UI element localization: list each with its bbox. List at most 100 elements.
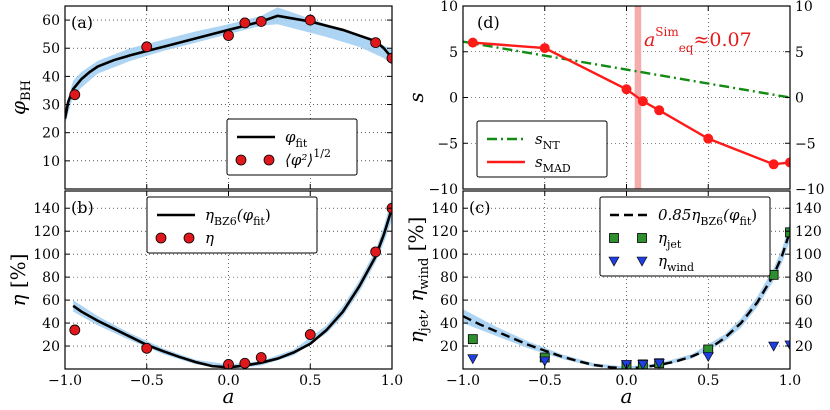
legend-label: ⟨φ²⟩1/2​ — [285, 147, 331, 169]
legend-label: η — [205, 229, 214, 247]
data-point-phi_rms — [304, 14, 316, 26]
y-tick-label: −10 — [428, 182, 458, 198]
y-tick-label: 80 — [42, 270, 60, 286]
data-point-s_MAD — [621, 84, 632, 95]
y-tick-label: 80 — [440, 270, 458, 286]
data-point-eta_wind — [467, 354, 479, 365]
y-tick-label-right: −5 — [795, 136, 816, 152]
legend-swatch — [608, 256, 620, 267]
legend-swatch — [609, 233, 619, 243]
y-tick-label: 60 — [42, 293, 60, 309]
panel-label: (d) — [477, 13, 500, 32]
y-tick-label: 100 — [33, 247, 60, 263]
plot-area-d — [463, 6, 790, 189]
x-tick-label: 0.0 — [217, 373, 239, 389]
panel-d: −10 −10 −5 −5 0 0 5 5 10 10 (d) s aSimeq≈0.07 sNT​sMA… — [404, 0, 825, 198]
data-point-eta_wind — [653, 358, 665, 369]
legend: ηBZ6​(φfit​)η — [146, 196, 318, 254]
y-tick-label-right: 5 — [795, 45, 804, 61]
y-tick-label: 60 — [42, 13, 60, 29]
data-point-eta_jet — [467, 334, 478, 345]
data-point-s_MAD — [539, 43, 550, 54]
y-axis-label: ηjet, ηwind [%] — [404, 217, 432, 344]
series-line-eta_bz6_085 — [463, 230, 790, 369]
data-point-eta — [141, 342, 153, 354]
series-line-phi_fit — [65, 14, 392, 119]
data-point-s_MAD — [703, 133, 714, 144]
panel-b: −1.0 −0.5 0.0 0.5 1.0 20 40 60 80 100 120 140 (b) a η … — [6, 190, 403, 408]
data-point-eta_wind — [637, 360, 649, 369]
data-point-eta — [239, 357, 251, 369]
legend-label: ηBZ6​(φfit​) — [205, 206, 271, 228]
y-tick-label: 50 — [42, 41, 60, 57]
x-tick-label: −1.0 — [446, 373, 480, 389]
x-tick-label: 0.0 — [615, 373, 637, 389]
y-axis-label: φBH — [6, 80, 34, 115]
y-tick-label: 0 — [449, 91, 458, 107]
data-point-eta — [255, 352, 267, 363]
y-tick-label: −5 — [437, 136, 458, 152]
legend-swatch — [183, 232, 195, 244]
aeq-annotation: aSimeq≈0.07 — [644, 25, 752, 55]
data-point-s_MAD — [654, 105, 665, 116]
panel-label: (b) — [71, 198, 94, 217]
legend-label: ηwind​ — [658, 252, 694, 274]
legend-box — [599, 196, 771, 277]
panel-label: (a) — [71, 13, 93, 32]
data-point-eta_wind — [784, 340, 790, 351]
legend-label: φfit​ — [285, 128, 308, 150]
y-tick-label: 100 — [431, 247, 458, 263]
y-tick-label: 60 — [440, 293, 458, 309]
y-tick-label: 20 — [440, 339, 458, 355]
y-tick-label-right: 120 — [795, 224, 822, 240]
x-tick-label: 1.0 — [381, 373, 403, 389]
data-point-eta_wind — [768, 341, 780, 352]
y-axis-label: η [%] — [6, 254, 30, 307]
y-tick-label-right: 100 — [795, 247, 822, 263]
y-tick-label: 140 — [431, 201, 458, 217]
data-point-eta — [69, 324, 81, 336]
y-tick-label-right: 20 — [795, 339, 813, 355]
data-point-phi_rms — [69, 89, 81, 101]
data-point-eta — [370, 246, 382, 258]
legend-swatch — [636, 256, 648, 267]
data-point-s_MAD — [467, 37, 478, 48]
data-point-s_MAD — [637, 96, 648, 107]
data-point-s_MAD — [785, 157, 790, 168]
data-point-phi_rms — [239, 17, 251, 29]
y-tick-label-right: 10 — [795, 0, 813, 15]
x-axis-label: a — [621, 384, 633, 408]
legend-label: 0.85ηBZ6​(φfit​) — [658, 206, 757, 228]
x-tick-label: 0.5 — [299, 373, 321, 389]
y-tick-label: 10 — [440, 0, 458, 15]
y-tick-label: 5 — [449, 45, 458, 61]
legend: 0.85ηBZ6​(φfit​)ηjet​ηwind​ — [599, 196, 771, 277]
x-tick-label: 1.0 — [779, 373, 801, 389]
data-point-phi_rms — [255, 16, 267, 27]
legend: sNT​sMAD​ — [476, 120, 608, 178]
y-axis-label: s — [404, 92, 428, 102]
legend-label: ηjet​ — [658, 229, 682, 251]
y-tick-label: 20 — [42, 126, 60, 142]
y-tick-label-right: 0 — [795, 91, 804, 107]
y-tick-label-right: 60 — [795, 293, 813, 309]
data-point-phi_rms — [386, 52, 392, 64]
legend-swatch — [235, 154, 247, 166]
y-tick-label: 40 — [42, 316, 60, 332]
panel-c: −1.0 −0.5 0.0 0.5 1.0 20 20 40 40 60 60 80 80 100 100 1… — [404, 190, 822, 408]
legend-label: sMAD​ — [535, 153, 571, 175]
y-tick-label: 30 — [42, 98, 60, 114]
legend-swatch — [637, 233, 647, 243]
y-tick-label: 120 — [33, 224, 60, 240]
y-tick-label-right: 80 — [795, 270, 813, 286]
x-tick-label: −0.5 — [528, 373, 562, 389]
series-line-s_MAD — [472, 41, 790, 166]
legend-box — [226, 118, 358, 176]
legend-swatch — [263, 154, 275, 166]
data-point-eta_wind — [539, 356, 551, 367]
y-tick-label: 20 — [42, 339, 60, 355]
y-tick-label-right: 40 — [795, 316, 813, 332]
x-tick-label: −0.5 — [130, 373, 164, 389]
series-line-s_NT — [463, 40, 790, 99]
